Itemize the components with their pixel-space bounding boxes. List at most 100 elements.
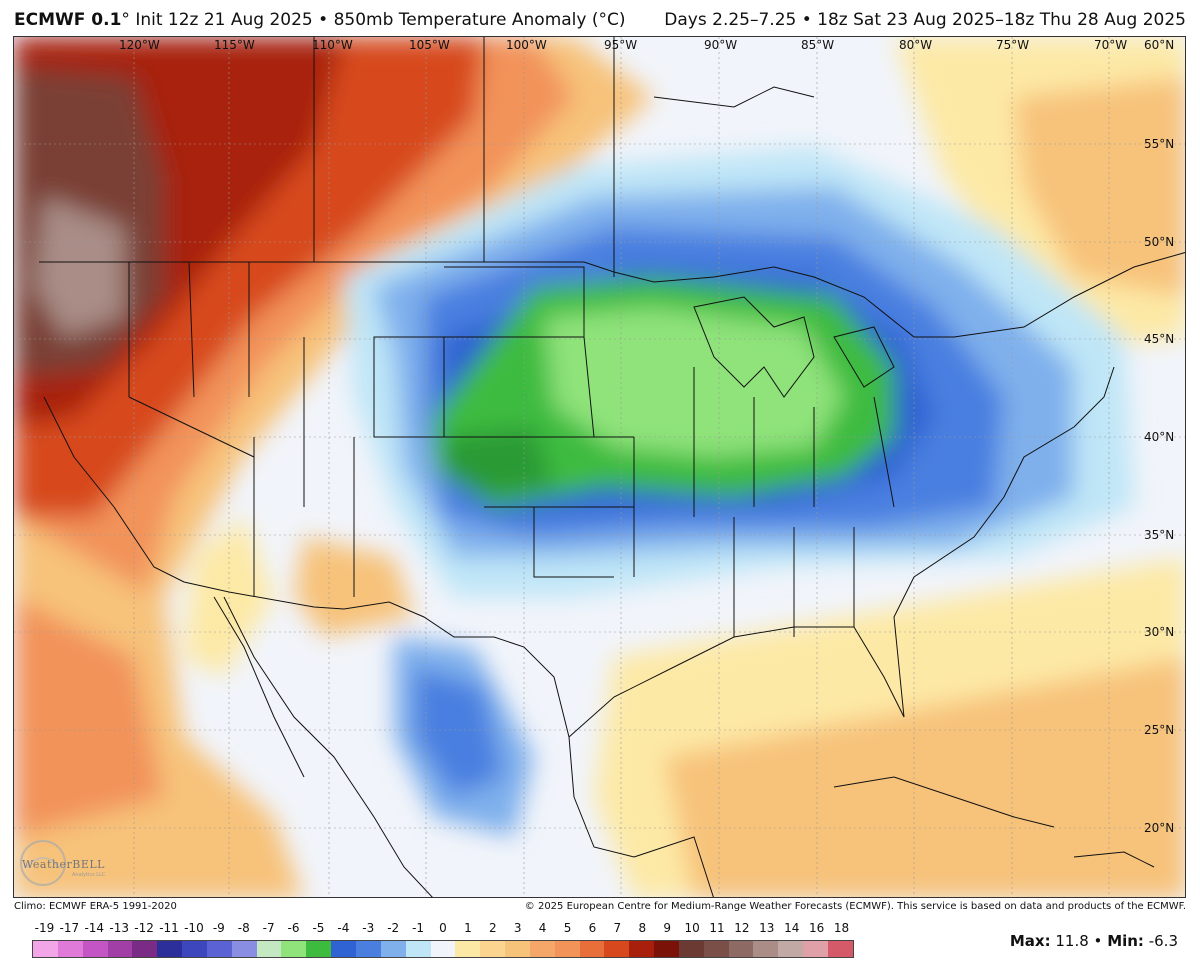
colorbar-label: 0 — [439, 921, 447, 935]
colorbar-label: 13 — [759, 921, 775, 935]
colorbar-swatch — [629, 941, 655, 957]
colorbar-label: 5 — [563, 921, 572, 935]
init-time: Init 12z 21 Aug 2025 — [135, 10, 313, 30]
colorbar-label: 3 — [513, 921, 522, 935]
colorbar-swatch — [107, 941, 133, 957]
colorbar-swatch — [654, 941, 679, 957]
colorbar-label: -6 — [287, 921, 300, 935]
colorbar-swatch — [554, 941, 580, 957]
colorbar-swatch — [828, 941, 853, 957]
colorbar — [32, 940, 854, 958]
map-title: ECMWF 0.1° Init 12z 21 Aug 2025 • 850mb … — [14, 10, 626, 30]
header: ECMWF 0.1° Init 12z 21 Aug 2025 • 850mb … — [0, 0, 1200, 36]
state-lines — [128, 261, 895, 637]
east-coast — [568, 366, 1115, 738]
colorbar-label: 10 — [684, 921, 700, 935]
colorbar-label: -13 — [109, 921, 129, 935]
colorbar-swatch — [380, 941, 406, 957]
colorbar-swatch — [82, 941, 108, 957]
colorbar-label: 6 — [588, 921, 597, 935]
lon-label: 105°W — [409, 38, 450, 52]
us-mexico-border — [43, 396, 575, 798]
colorbar-label: 11 — [709, 921, 725, 935]
field-name: 850mb Temperature Anomaly (°C) — [333, 10, 626, 30]
stats-separator: • — [1093, 932, 1103, 950]
colorbar-label: -1 — [412, 921, 425, 935]
cuba — [833, 776, 1055, 828]
colorbar-label: -12 — [134, 921, 154, 935]
mexico-west-coast — [223, 596, 433, 897]
max-value: 11.8 — [1055, 932, 1089, 950]
colorbar-label: -5 — [312, 921, 325, 935]
colorbar-swatch — [405, 941, 431, 957]
great-lakes — [693, 296, 815, 398]
colorbar-label: -7 — [262, 921, 275, 935]
colorbar-swatch — [355, 941, 381, 957]
min-value: -6.3 — [1148, 932, 1178, 950]
colorbar-label: -10 — [184, 921, 204, 935]
colorbar-label: 1 — [464, 921, 472, 935]
lon-labels: 120°W 115°W 110°W 105°W 100°W 95°W 90°W … — [119, 38, 1174, 52]
lat-label: 30°N — [1144, 625, 1174, 639]
lon-label: 115°W — [214, 38, 255, 52]
lat-label: 55°N — [1144, 137, 1174, 151]
lon-label: 75°W — [996, 38, 1029, 52]
colorbar-swatch — [778, 941, 804, 957]
lake-huron — [833, 326, 895, 388]
colorbar-swatch — [703, 941, 729, 957]
max-min-stats: Max: 11.8 • Min: -6.3 — [1010, 932, 1178, 950]
colorbar-swatch — [57, 941, 83, 957]
lon-label: 85°W — [801, 38, 834, 52]
degree-sign: ° — [121, 10, 130, 30]
colorbar-swatch — [480, 941, 506, 957]
colorbar-label: -11 — [159, 921, 179, 935]
colorbar-label: -2 — [387, 921, 400, 935]
colorbar-swatch — [678, 941, 704, 957]
colorbar-label: 12 — [734, 921, 750, 935]
colorbar-label: -9 — [212, 921, 225, 935]
lat-label: 35°N — [1144, 528, 1174, 542]
colorbar-label: -19 — [34, 921, 55, 935]
colorbar-label: 8 — [638, 921, 647, 935]
title-bullet: • — [318, 10, 329, 30]
colorbar-swatch — [728, 941, 754, 957]
colorbar-label: 16 — [808, 921, 825, 935]
colorbar-labels: -19 -17 -14 -13 -12 -11 -10 -9 -8 -7 -6 -5 -4 -3 -2 -1 0… — [32, 921, 854, 937]
colorbar-label: -14 — [84, 921, 105, 935]
lon-label: 80°W — [899, 38, 932, 52]
copyright-note: © 2025 European Centre for Medium-Range … — [524, 901, 1186, 912]
colorbar-swatch — [505, 941, 530, 957]
colorbar-label: -17 — [59, 921, 80, 935]
max-label: Max: — [1009, 932, 1051, 950]
lat-label: 50°N — [1144, 235, 1174, 249]
colorbar-swatch — [33, 941, 58, 957]
colorbar-swatch — [231, 941, 257, 957]
logo-subtext: Analytics LLC — [72, 872, 106, 878]
colorbar-swatch — [430, 941, 456, 957]
colorbar-swatch — [579, 941, 605, 957]
colorbar-label: -8 — [237, 921, 250, 935]
logo-text: WeatherBELL — [22, 858, 105, 871]
colorbar-label: -3 — [362, 921, 375, 935]
colorbar-swatch — [256, 941, 282, 957]
climo-note: Climo: ECMWF ERA-5 1991-2020 — [14, 901, 177, 912]
lat-label: 20°N — [1144, 821, 1174, 835]
graticule — [14, 37, 1185, 897]
weatherbell-logo-icon — [20, 840, 66, 886]
colorbar-label: 7 — [613, 921, 622, 935]
colorbar-label: 14 — [784, 921, 800, 935]
lat-label: 45°N — [1144, 332, 1174, 346]
boundaries — [39, 37, 1185, 897]
colorbar-swatch — [331, 941, 356, 957]
colorbar-label: 4 — [538, 921, 547, 935]
lon-label: 110°W — [312, 38, 353, 52]
colorbar-label: 18 — [833, 921, 850, 935]
colorbar-label: 2 — [488, 921, 497, 935]
colorbar-swatch — [281, 941, 307, 957]
hispaniola — [1073, 851, 1155, 868]
colorbar-swatch — [306, 941, 332, 957]
colorbar-label: -4 — [337, 921, 350, 935]
colorbar-swatch — [803, 941, 828, 957]
lon-label: 90°W — [704, 38, 737, 52]
model-name: ECMWF 0.1 — [14, 10, 122, 30]
